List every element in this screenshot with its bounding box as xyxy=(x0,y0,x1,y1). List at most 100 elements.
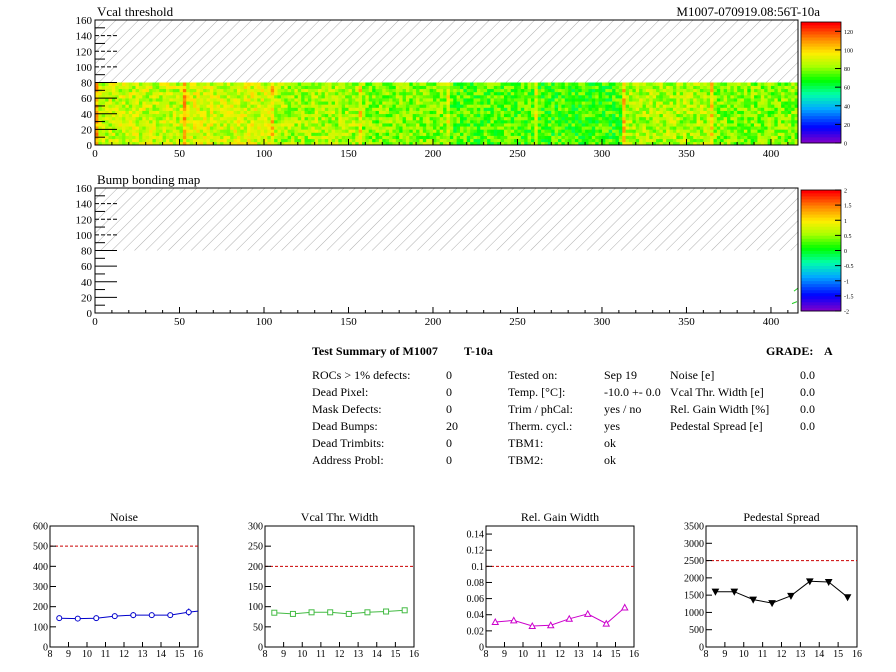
pixel-cell xyxy=(456,132,461,136)
pixel-cell xyxy=(683,101,687,105)
x-tick-label: 8 xyxy=(48,649,53,660)
pixel-cell xyxy=(331,135,336,140)
pixel-cell xyxy=(240,113,245,118)
pixel-cell xyxy=(601,135,606,140)
pixel-cell xyxy=(419,126,424,130)
pixel-cell xyxy=(422,82,427,86)
pixel-cell xyxy=(362,120,366,124)
pixel-cell xyxy=(470,123,474,127)
colorbar-band xyxy=(801,304,841,309)
pixel-cell xyxy=(362,91,366,96)
pixel-cell xyxy=(233,91,238,96)
pixel-cell xyxy=(649,132,653,136)
pixel-cell xyxy=(591,120,596,124)
pixel-cell xyxy=(307,116,312,121)
pixel-cell xyxy=(389,132,393,136)
pixel-cell xyxy=(419,138,424,143)
pixel-cell xyxy=(598,141,603,146)
pixel-cell xyxy=(419,132,424,136)
x-tick-label: 10 xyxy=(518,649,528,660)
pixel-cell xyxy=(318,135,322,140)
pixel-cell xyxy=(351,126,356,130)
pixel-cell xyxy=(699,132,704,136)
pixel-cell xyxy=(324,88,329,93)
x-tick-label: 200 xyxy=(425,148,442,160)
pixel-cell xyxy=(182,88,187,93)
pixel-cell xyxy=(449,126,454,130)
pixel-cell xyxy=(270,82,275,86)
pixel-cell xyxy=(176,129,180,133)
pixel-cell xyxy=(635,120,640,124)
pixel-cell xyxy=(598,138,603,143)
pixel-cell xyxy=(723,120,728,124)
pixel-cell xyxy=(750,135,755,140)
pixel-cell xyxy=(311,104,315,108)
pixel-cell xyxy=(534,85,539,90)
pixel-cell xyxy=(696,98,701,102)
pixel-cell xyxy=(740,126,745,130)
pixel-cell xyxy=(108,141,113,146)
pixel-cell xyxy=(449,141,454,146)
pixel-cell xyxy=(733,120,738,124)
pixel-cell xyxy=(561,85,566,90)
pixel-cell xyxy=(669,82,674,86)
pixel-cell xyxy=(524,91,528,96)
pixel-cell xyxy=(236,113,241,118)
pixel-cell xyxy=(493,113,498,118)
pixel-cell xyxy=(574,91,579,96)
pixel-cell xyxy=(196,141,201,146)
pixel-cell xyxy=(341,129,346,133)
pixel-cell xyxy=(716,107,721,111)
pixel-cell xyxy=(159,120,163,124)
pixel-cell xyxy=(179,110,184,115)
pixel-cell xyxy=(382,98,386,102)
pixel-cell xyxy=(253,132,258,136)
pixel-cell xyxy=(642,113,647,118)
pixel-cell xyxy=(358,82,363,86)
pixel-cell xyxy=(547,135,552,140)
pixel-cell xyxy=(125,120,130,124)
pixel-cell xyxy=(409,120,413,124)
pixel-cell xyxy=(172,116,177,121)
pixel-cell xyxy=(730,95,735,99)
pixel-cell xyxy=(686,91,691,96)
pixel-cell xyxy=(649,107,653,111)
pixel-cell xyxy=(392,82,397,86)
pixel-cell xyxy=(291,132,295,136)
pixel-cell xyxy=(487,101,491,105)
pixel-cell xyxy=(236,107,241,111)
pixel-cell xyxy=(132,116,136,121)
pixel-cell xyxy=(345,101,349,105)
x-tick-label: 150 xyxy=(340,316,357,328)
pixel-cell xyxy=(541,135,545,140)
pixel-cell xyxy=(645,88,650,93)
pixel-cell xyxy=(588,116,593,121)
pixel-cell xyxy=(733,82,738,86)
pixel-cell xyxy=(774,104,779,108)
pixel-cell xyxy=(618,141,623,146)
pixel-cell xyxy=(449,98,454,102)
pixel-cell xyxy=(652,116,657,121)
pixel-cell xyxy=(287,141,292,146)
pixel-cell xyxy=(182,126,187,130)
pixel-cell xyxy=(182,95,187,99)
pixel-cell xyxy=(774,98,779,102)
pixel-cell xyxy=(527,107,532,111)
pixel-cell xyxy=(186,88,190,93)
pixel-cell xyxy=(483,132,488,136)
pixel-cell xyxy=(182,101,187,105)
pixel-cell xyxy=(267,135,272,140)
pixel-cell xyxy=(392,91,397,96)
pixel-cell xyxy=(439,91,444,96)
pixel-cell xyxy=(368,85,373,90)
pixel-cell xyxy=(443,129,447,133)
pixel-cell xyxy=(713,135,718,140)
pixel-cell xyxy=(216,116,221,121)
pixel-cell xyxy=(135,116,140,121)
pixel-cell xyxy=(574,135,579,140)
pixel-cell xyxy=(679,91,684,96)
pixel-cell xyxy=(301,91,305,96)
pixel-cell xyxy=(760,138,765,143)
pixel-cell xyxy=(774,135,779,140)
pixel-cell xyxy=(287,113,292,118)
